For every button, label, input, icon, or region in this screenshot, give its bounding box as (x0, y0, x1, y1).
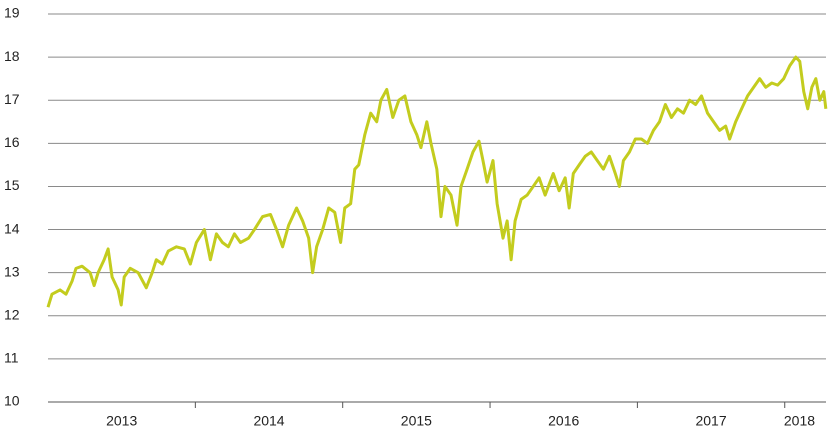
y-tick-label: 14 (4, 220, 20, 236)
y-tick-label: 12 (4, 306, 20, 322)
y-tick-label: 15 (4, 177, 20, 193)
y-tick-label: 13 (4, 263, 20, 279)
x-tick-label: 2016 (548, 413, 579, 429)
y-tick-label: 18 (4, 48, 20, 64)
y-tick-label: 19 (4, 5, 20, 21)
x-tick-label: 2014 (253, 413, 284, 429)
data-line (46, 55, 828, 308)
y-tick-label: 17 (4, 91, 20, 107)
x-tick-label: 2018 (784, 413, 815, 429)
x-tick-label: 2013 (106, 413, 137, 429)
x-tick-label: 2017 (695, 413, 726, 429)
x-tick-label: 2015 (401, 413, 432, 429)
y-tick-label: 16 (4, 134, 20, 150)
y-tick-label: 10 (4, 393, 20, 409)
y-tick-label: 11 (4, 350, 19, 366)
